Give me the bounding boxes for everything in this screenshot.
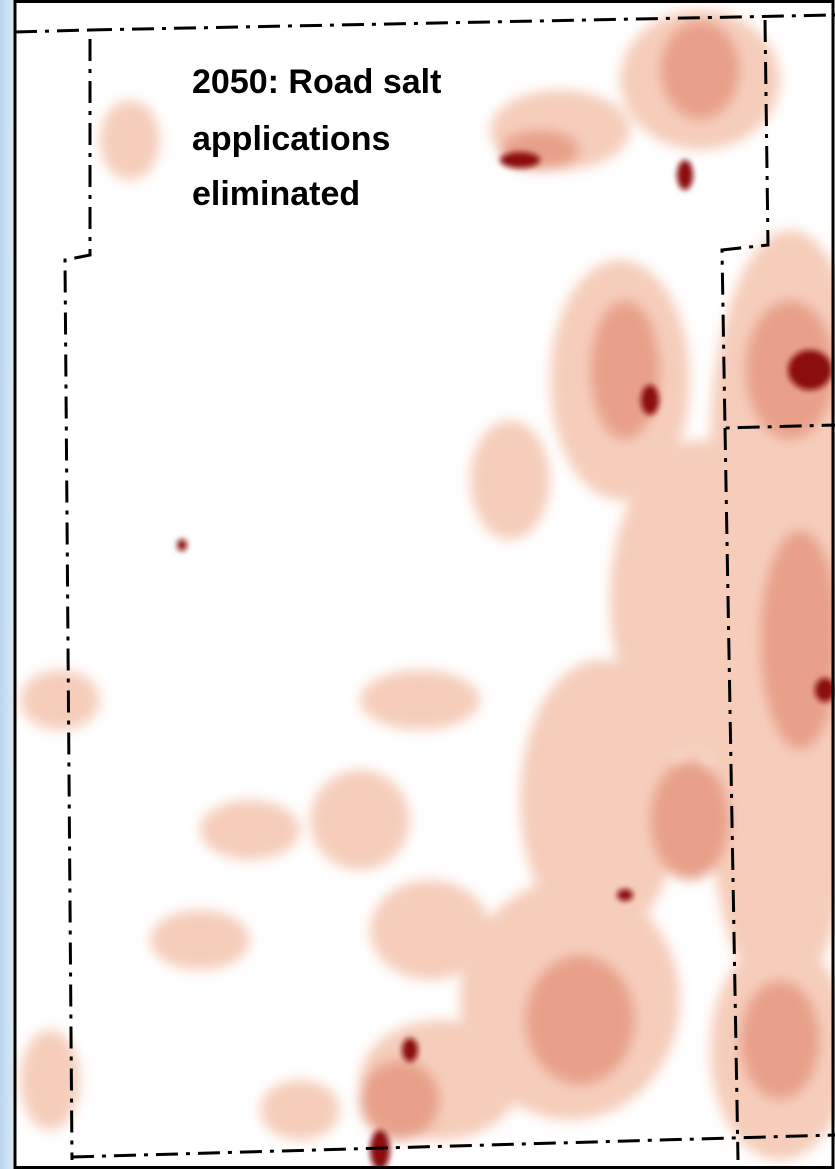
side-strip	[0, 0, 15, 1169]
page: 2050: Road salt applications eliminated …	[0, 0, 835, 1169]
scenario-label: 2050: Road salt	[192, 63, 441, 101]
scenario-label: eliminated	[192, 175, 360, 213]
map-view: 2050: Road salt applications eliminated	[0, 0, 835, 1169]
scenario-label: applications	[192, 120, 390, 158]
